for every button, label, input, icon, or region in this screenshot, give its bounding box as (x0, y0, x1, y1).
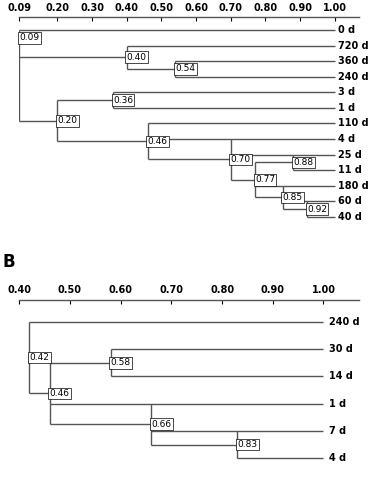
Text: 0.88: 0.88 (293, 158, 313, 167)
Text: 0.85: 0.85 (283, 193, 303, 202)
Text: 240 d: 240 d (328, 317, 359, 327)
Text: 1 d: 1 d (328, 398, 346, 408)
Text: 11 d: 11 d (338, 165, 362, 175)
Text: 0.42: 0.42 (29, 353, 49, 362)
Text: 360 d: 360 d (338, 56, 369, 66)
Text: 720 d: 720 d (338, 40, 369, 50)
Text: 60 d: 60 d (338, 196, 362, 206)
Text: 0.46: 0.46 (147, 137, 168, 146)
Text: 0.70: 0.70 (231, 155, 251, 164)
Text: 0.54: 0.54 (175, 64, 195, 74)
Text: 4 d: 4 d (338, 134, 355, 144)
Text: 7 d: 7 d (328, 426, 346, 436)
Text: 0 d: 0 d (338, 25, 355, 35)
Text: 30 d: 30 d (328, 344, 352, 354)
Text: 0.83: 0.83 (237, 440, 257, 449)
Text: 25 d: 25 d (338, 150, 362, 160)
Text: 0.36: 0.36 (113, 96, 133, 104)
Text: 0.66: 0.66 (151, 420, 171, 428)
Text: 3 d: 3 d (338, 88, 355, 98)
Text: 0.20: 0.20 (58, 116, 78, 126)
Text: 1 d: 1 d (338, 103, 355, 113)
Text: 40 d: 40 d (338, 212, 362, 222)
Text: 0.09: 0.09 (19, 34, 39, 42)
Text: 4 d: 4 d (328, 453, 346, 463)
Text: 180 d: 180 d (338, 181, 369, 191)
Text: 14 d: 14 d (328, 372, 352, 382)
Text: 0.46: 0.46 (50, 389, 70, 398)
Text: 110 d: 110 d (338, 118, 369, 128)
Text: 0.92: 0.92 (307, 204, 327, 214)
Text: 0.77: 0.77 (255, 176, 275, 184)
Text: 0.58: 0.58 (110, 358, 131, 367)
Text: 240 d: 240 d (338, 72, 369, 82)
Text: 0.40: 0.40 (127, 52, 147, 62)
Text: B: B (2, 253, 15, 271)
